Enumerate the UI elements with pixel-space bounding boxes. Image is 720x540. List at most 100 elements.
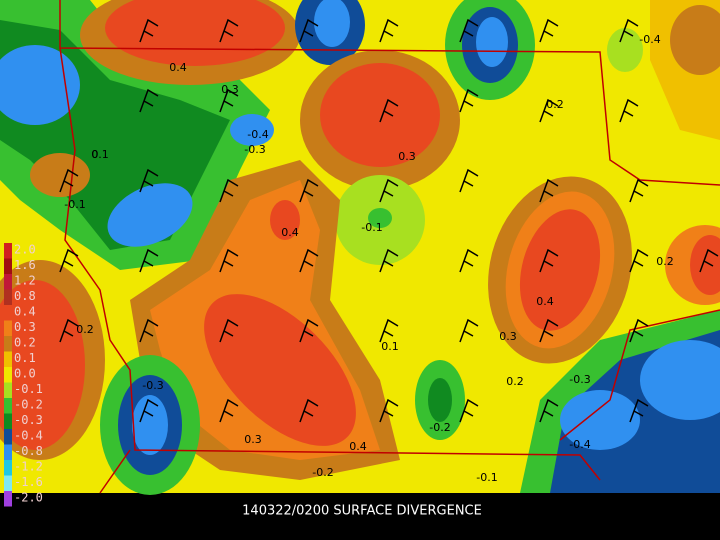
wind-barb	[459, 168, 479, 193]
contour-label: -0.1	[361, 221, 382, 234]
wind-barb	[459, 248, 479, 273]
legend-label: -0.8	[14, 444, 43, 458]
legend-swatch	[4, 289, 12, 305]
legend-label: 0.4	[14, 305, 36, 319]
wind-barb	[139, 88, 159, 113]
legend-label: 0.2	[14, 336, 36, 350]
contour-label: 0.3	[398, 150, 416, 163]
wind-barb	[299, 248, 319, 273]
contour-label: -0.3	[244, 143, 265, 156]
state-borders	[59, 0, 720, 494]
wind-barb	[629, 178, 649, 203]
legend-label: -2.0	[14, 491, 43, 505]
legend-label: -0.3	[14, 413, 43, 427]
wind-barb	[539, 318, 559, 343]
contour-label: 0.3	[499, 330, 517, 343]
wind-barb	[459, 398, 479, 423]
legend-swatch	[4, 258, 12, 274]
wind-barb	[219, 88, 239, 113]
contour-labels: 0.4 0.3 0.2 -0.4 -0.3 0.1 -0.1 0 0.4 -0.1 0.4 0.3 0.…	[64, 33, 673, 484]
wind-barb	[539, 248, 559, 273]
legend-label: 0.0	[14, 367, 36, 381]
wind-barb	[139, 318, 159, 343]
wind-barb	[539, 178, 559, 203]
legend-swatch	[4, 475, 12, 491]
contour-label: -0.4	[569, 438, 590, 451]
chart-title: 140322/0200 SURFACE DIVERGENCE	[242, 504, 482, 519]
contour-label: -0.1	[476, 471, 497, 484]
legend-label: -1.2	[14, 460, 43, 474]
legend-swatch	[4, 367, 12, 383]
color-legend: 2.01.6 1.20.8 0.40.3 0.20.1 0.0-0.1 -0.2-0.3 -…	[4, 243, 43, 507]
wind-barb	[219, 318, 239, 343]
legend-swatch	[4, 274, 12, 290]
wind-barb	[629, 318, 649, 343]
wind-barb	[219, 398, 239, 423]
divergence-field	[0, 0, 720, 495]
contour-label: 0.3	[221, 83, 239, 96]
wind-barb	[59, 248, 79, 273]
wind-barb	[459, 88, 479, 113]
legend-swatch	[4, 243, 12, 259]
wind-barb	[379, 398, 399, 423]
wind-barb	[299, 318, 319, 343]
wind-barb	[539, 398, 559, 423]
contour-label: 0.4	[169, 61, 187, 74]
legend-swatch	[4, 491, 12, 507]
wind-barb	[299, 18, 319, 43]
contour-label: 0.2	[546, 98, 564, 111]
legend-swatch	[4, 351, 12, 367]
wind-barb	[219, 178, 239, 203]
wind-barb	[379, 178, 399, 203]
legend-label: 2.0	[14, 243, 36, 257]
wind-barb	[619, 18, 639, 43]
wind-barb	[139, 248, 159, 273]
legend-label: 0.1	[14, 351, 36, 365]
wind-barb	[59, 318, 79, 343]
wind-barb	[539, 98, 559, 123]
contour-label: -0.1	[64, 198, 85, 211]
legend-swatch	[4, 398, 12, 414]
contour-label: -0.2	[312, 466, 333, 479]
legend-swatch	[4, 429, 12, 445]
legend-label: 1.6	[14, 258, 36, 272]
contour-label: 0.2	[656, 255, 674, 268]
contour-label: 0.4	[281, 226, 299, 239]
contour-label: 0.3	[244, 433, 262, 446]
wind-barb	[629, 248, 649, 273]
legend-swatch	[4, 460, 12, 476]
contour-label: -0.4	[639, 33, 660, 46]
wind-barb	[459, 18, 479, 43]
wind-barb	[629, 398, 649, 423]
contour-label: 0.4	[536, 295, 554, 308]
wind-barbs	[59, 18, 719, 423]
legend-swatch	[4, 444, 12, 460]
contour-label: 0.1	[91, 148, 109, 161]
contour-label: 0	[92, 148, 99, 161]
legend-label: -0.1	[14, 382, 43, 396]
legend-swatch	[4, 413, 12, 429]
wind-barb	[139, 18, 159, 43]
wind-barb	[539, 18, 559, 43]
wind-barb	[219, 18, 239, 43]
wind-barb	[299, 178, 319, 203]
wind-barb	[299, 398, 319, 423]
wind-barb	[379, 98, 399, 123]
wind-barb	[619, 98, 639, 123]
contour-label: -0.3	[569, 373, 590, 386]
wind-barb	[379, 18, 399, 43]
legend-label: 1.2	[14, 274, 36, 288]
wind-barb	[699, 248, 719, 273]
legend-swatch	[4, 382, 12, 398]
legend-label: 0.8	[14, 289, 36, 303]
wind-barb	[139, 398, 159, 423]
contour-label: 0.2	[76, 323, 94, 336]
legend-label: -1.6	[14, 475, 43, 489]
legend-label: -0.2	[14, 398, 43, 412]
wind-barb	[139, 168, 159, 193]
legend-swatch	[4, 305, 12, 321]
wind-barb	[59, 168, 79, 193]
contour-label: -0.2	[429, 421, 450, 434]
wind-barb	[379, 248, 399, 273]
